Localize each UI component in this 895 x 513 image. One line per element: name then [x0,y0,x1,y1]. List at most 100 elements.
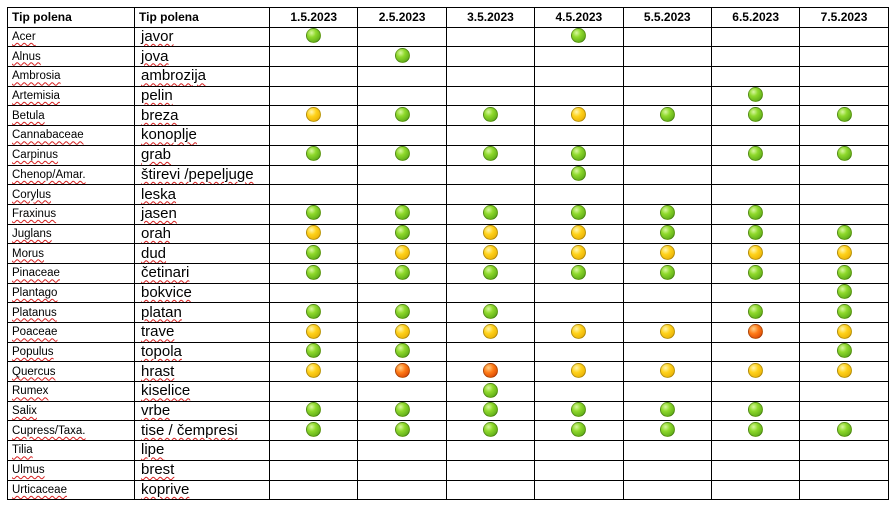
green-level-dot-icon [659,422,675,438]
yellow-level-dot-icon [748,362,764,378]
pollen-latin-name: Salix [7,400,135,422]
pollen-level-cell [534,440,624,461]
pollen-level-cell [445,66,536,87]
header-date: 7.5.2023 [799,7,889,28]
header-local-name: Tip polena [134,7,270,28]
yellow-level-dot-icon [836,323,852,339]
yellow-level-dot-icon [571,225,587,241]
pollen-level-cell [799,223,889,245]
pollen-level-cell [445,459,536,481]
pollen-level-cell [445,361,536,383]
yellow-level-dot-icon [306,107,322,123]
pollen-level-cell [799,184,889,205]
header-date: 4.5.2023 [534,7,624,28]
pollen-latin-name: Quercus [7,361,135,383]
pollen-latin-name: Pinaceae [7,262,135,284]
pollen-level-cell [268,302,359,323]
pollen-level-cell [534,400,624,422]
pollen-local-name: breza [134,105,270,127]
pollen-level-cell [622,184,712,205]
green-level-dot-icon [482,382,498,398]
green-level-dot-icon [748,107,764,123]
pollen-latin-name: Fraxinus [7,203,135,225]
pollen-level-cell [534,164,624,186]
pollen-level-cell [268,420,359,442]
pollen-level-cell [357,420,447,442]
pollen-level-cell [445,85,536,107]
green-level-dot-icon [659,107,675,123]
table-row: Cupress/Taxa. tise / čempresi [7,420,889,442]
green-level-dot-icon [482,402,498,418]
pollen-level-cell [357,381,447,402]
pollen-level-cell [445,144,536,166]
table-row: Fraxinus jasen [7,203,889,225]
green-level-dot-icon [836,284,852,300]
pollen-level-cell [357,66,447,87]
pollen-level-cell [710,400,801,422]
green-level-dot-icon [482,107,498,123]
pollen-level-cell [710,125,801,146]
green-level-dot-icon [306,402,322,418]
pollen-level-cell [710,361,801,383]
pollen-level-cell [622,479,712,501]
pollen-level-cell [710,302,801,323]
pollen-local-name: orah [134,223,270,245]
pollen-level-cell [445,322,536,343]
pollen-level-cell [445,381,536,402]
green-level-dot-icon [836,264,852,280]
pollen-level-cell [710,105,801,127]
pollen-level-cell [710,420,801,442]
header-date: 5.5.2023 [622,7,712,28]
pollen-level-cell [357,440,447,461]
green-level-dot-icon [748,225,764,241]
pollen-level-cell [710,440,801,461]
pollen-level-cell [268,361,359,383]
pollen-level-cell [799,282,889,304]
pollen-level-cell [357,46,447,68]
pollen-level-cell [445,400,536,422]
table-row: Quercus hrast [7,361,889,383]
table-row: Cannabaceae konoplje [7,125,889,146]
pollen-level-cell [710,144,801,166]
pollen-level-cell [357,341,447,363]
pollen-latin-name: Ambrosia [7,66,135,87]
orange-level-dot-icon [482,362,498,378]
pollen-level-cell [268,282,359,304]
green-level-dot-icon [571,422,587,438]
pollen-level-cell [799,341,889,363]
pollen-level-cell [534,459,624,481]
pollen-level-cell [799,479,889,501]
pollen-level-cell [799,66,889,87]
pollen-level-cell [357,203,447,225]
yellow-level-dot-icon [394,323,410,339]
pollen-level-cell [445,440,536,461]
pollen-local-name: platan [134,302,270,323]
green-level-dot-icon [571,402,587,418]
yellow-level-dot-icon [659,244,675,260]
pollen-level-cell [357,26,447,48]
green-level-dot-icon [394,343,410,359]
pollen-level-cell [445,282,536,304]
pollen-latin-name: Artemisia [7,85,135,107]
pollen-level-cell [622,322,712,343]
pollen-level-cell [534,105,624,127]
green-level-dot-icon [306,28,322,44]
pollen-level-cell [534,479,624,501]
green-level-dot-icon [748,422,764,438]
table-row: Plantago bokvice [7,282,889,304]
pollen-level-cell [710,381,801,402]
pollen-level-cell [357,144,447,166]
pollen-level-cell [445,125,536,146]
header-date: 1.5.2023 [268,7,359,28]
pollen-latin-name: Cannabaceae [7,125,135,146]
pollen-level-cell [622,459,712,481]
pollen-level-cell [445,26,536,48]
pollen-level-cell [799,361,889,383]
pollen-level-cell [799,164,889,186]
pollen-latin-name: Tilia [7,440,135,461]
table-row: Chenop/Amar. štirevi /pepeljuge [7,164,889,186]
green-level-dot-icon [306,422,322,438]
green-level-dot-icon [659,225,675,241]
pollen-latin-name: Chenop/Amar. [7,164,135,186]
pollen-level-cell [799,243,889,264]
